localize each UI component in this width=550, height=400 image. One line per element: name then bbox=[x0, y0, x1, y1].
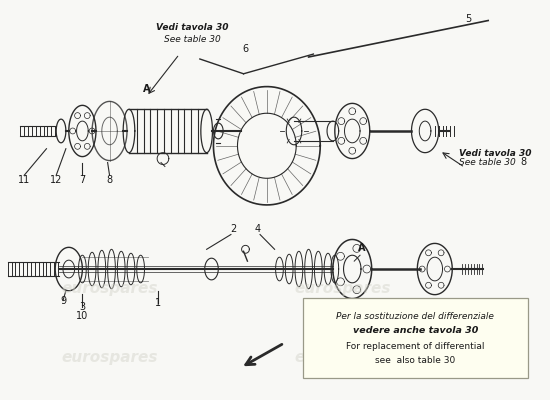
Text: 10: 10 bbox=[76, 311, 89, 321]
Text: 2: 2 bbox=[230, 224, 237, 234]
FancyBboxPatch shape bbox=[302, 298, 528, 378]
Text: vedere anche tavola 30: vedere anche tavola 30 bbox=[353, 326, 478, 335]
Text: 3: 3 bbox=[79, 302, 85, 312]
Text: See table 30: See table 30 bbox=[459, 158, 516, 168]
Text: 8: 8 bbox=[107, 175, 113, 185]
Text: eurospares: eurospares bbox=[61, 350, 158, 365]
Text: For replacement of differential: For replacement of differential bbox=[346, 342, 485, 351]
Text: 7: 7 bbox=[79, 175, 85, 185]
Text: Per la sostituzione del differenziale: Per la sostituzione del differenziale bbox=[337, 312, 494, 322]
Text: 9: 9 bbox=[60, 296, 66, 306]
Text: 12: 12 bbox=[50, 175, 62, 185]
Text: eurospares: eurospares bbox=[61, 281, 158, 296]
Text: 8: 8 bbox=[520, 158, 526, 168]
Text: A: A bbox=[142, 84, 150, 94]
Text: 6: 6 bbox=[243, 44, 249, 54]
Text: Vedi tavola 30: Vedi tavola 30 bbox=[156, 23, 228, 32]
Text: eurospares: eurospares bbox=[294, 281, 391, 296]
Text: 1: 1 bbox=[155, 298, 161, 308]
Text: Vedi tavola 30: Vedi tavola 30 bbox=[459, 149, 531, 158]
Text: 4: 4 bbox=[254, 224, 260, 234]
Text: see  also table 30: see also table 30 bbox=[375, 356, 455, 365]
Text: 11: 11 bbox=[18, 175, 30, 185]
Text: 5: 5 bbox=[466, 14, 472, 24]
Text: A: A bbox=[358, 243, 366, 253]
Text: eurospares: eurospares bbox=[294, 350, 391, 365]
Text: See table 30: See table 30 bbox=[164, 35, 221, 44]
